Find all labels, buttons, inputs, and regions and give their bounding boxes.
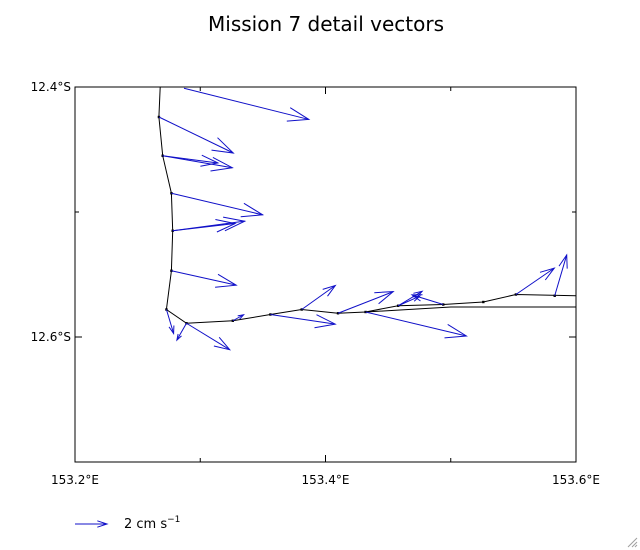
x-tick-label: 153.2°E (51, 473, 99, 487)
y-tick-label: 12.4°S (31, 80, 71, 94)
chart-title: Mission 7 detail vectors (208, 12, 444, 36)
current-vector (301, 284, 337, 310)
current-vector (515, 267, 556, 295)
current-vector (171, 270, 238, 288)
current-vector (183, 87, 311, 122)
legend-vector (75, 520, 109, 528)
current-vector (171, 192, 265, 218)
y-tick-label: 12.6°S (31, 330, 71, 344)
current-vector (270, 314, 337, 329)
plot-frame (74, 86, 577, 463)
axis-ticks (74, 86, 577, 463)
current-vector (158, 116, 235, 154)
ship-track (158, 87, 576, 324)
station-marker (170, 192, 173, 195)
current-vector (186, 322, 232, 351)
current-vector (232, 314, 245, 322)
current-vector (554, 253, 568, 296)
station-marker (171, 229, 174, 232)
current-vector (397, 290, 424, 307)
legend-unit-exponent: −1 (167, 515, 180, 525)
vector-legend: 2 cm s−1 (75, 515, 180, 532)
legend-arrow (75, 520, 109, 528)
current-vectors (158, 87, 568, 351)
x-tick-label: 153.6°E (552, 473, 600, 487)
current-vector (165, 309, 175, 336)
station-marker (482, 300, 485, 304)
current-vector (337, 291, 395, 314)
axis-tick-labels: 153.2°E 153.4°E 153.6°E 12.4°S 12.6°S (31, 80, 600, 487)
x-tick-label: 153.4°E (302, 473, 350, 487)
current-vector (410, 294, 444, 305)
track-line (158, 87, 576, 324)
station-marker (170, 269, 173, 272)
current-vector (172, 219, 237, 233)
resize-grip-icon[interactable] (626, 536, 638, 548)
current-vector (176, 323, 187, 342)
current-vector (162, 155, 234, 172)
legend-label: 2 cm s−1 (124, 515, 180, 532)
track-line-secondary (365, 306, 576, 313)
current-vector (365, 311, 468, 339)
